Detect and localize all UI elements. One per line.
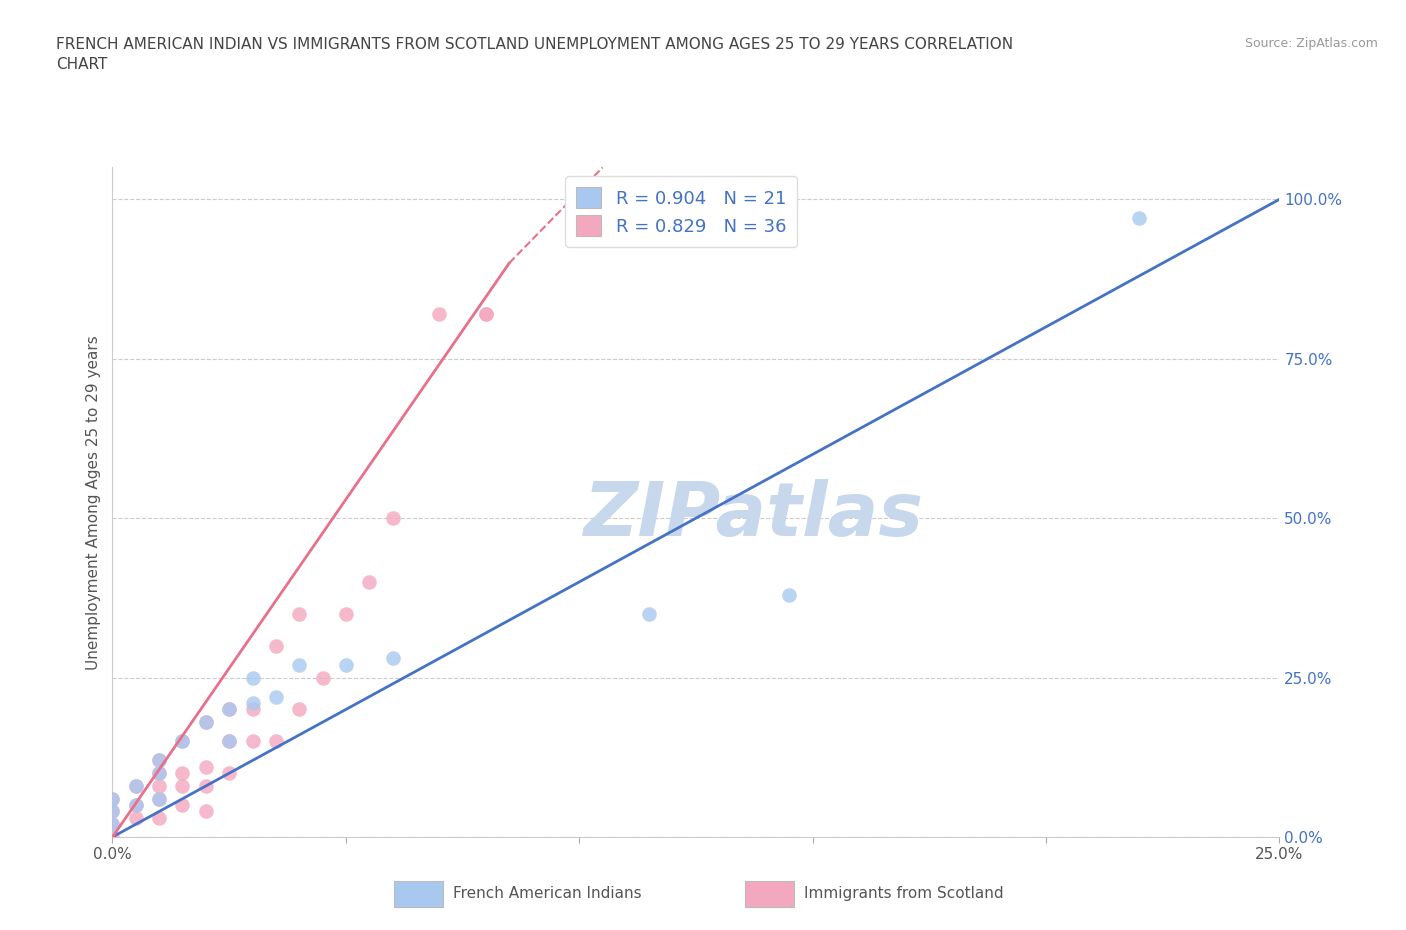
Point [125,778,148,793]
Point [778,587,800,602]
Point [218,734,240,749]
Y-axis label: Unemployment Among Ages 25 to 29 years: Unemployment Among Ages 25 to 29 years [86,335,101,670]
Point [264,689,287,704]
Legend: R = 0.904   N = 21, R = 0.829   N = 36: R = 0.904 N = 21, R = 0.829 N = 36 [565,177,797,247]
Point [125,798,148,813]
Point [242,671,264,685]
Point [638,606,661,621]
Point [427,307,450,322]
Text: French American Indians: French American Indians [453,886,641,901]
Text: FRENCH AMERICAN INDIAN VS IMMIGRANTS FROM SCOTLAND UNEMPLOYMENT AMONG AGES 25 TO: FRENCH AMERICAN INDIAN VS IMMIGRANTS FRO… [56,37,1014,72]
Point [288,702,311,717]
Point [172,778,194,793]
Point [218,734,240,749]
Point [335,606,357,621]
Point [101,804,124,819]
Point [288,606,311,621]
Point [264,638,287,653]
Point [475,307,498,322]
Point [172,734,194,749]
Point [148,753,170,768]
Point [125,810,148,825]
Point [172,798,194,813]
Point [148,778,170,793]
Point [125,778,148,793]
Point [101,830,124,844]
Point [194,778,217,793]
Point [194,804,217,819]
Point [172,765,194,780]
Point [288,658,311,672]
Point [101,791,124,806]
Point [381,651,404,666]
Point [242,696,264,711]
Point [194,715,217,730]
Point [1128,211,1150,226]
Point [101,804,124,819]
Point [194,715,217,730]
Point [264,734,287,749]
Point [148,765,170,780]
Text: Immigrants from Scotland: Immigrants from Scotland [804,886,1004,901]
Point [242,734,264,749]
Point [148,753,170,768]
Point [101,817,124,831]
Point [335,658,357,672]
Point [381,511,404,525]
Point [218,702,240,717]
Point [242,702,264,717]
Point [148,810,170,825]
Text: ZIPatlas: ZIPatlas [585,479,924,552]
Point [148,791,170,806]
Point [311,671,333,685]
Point [359,575,381,590]
Point [148,791,170,806]
Point [101,791,124,806]
Text: Source: ZipAtlas.com: Source: ZipAtlas.com [1244,37,1378,50]
Point [218,765,240,780]
Point [148,765,170,780]
Point [475,307,498,322]
Point [218,702,240,717]
Point [172,734,194,749]
Point [101,817,124,831]
Point [125,798,148,813]
Point [194,760,217,775]
